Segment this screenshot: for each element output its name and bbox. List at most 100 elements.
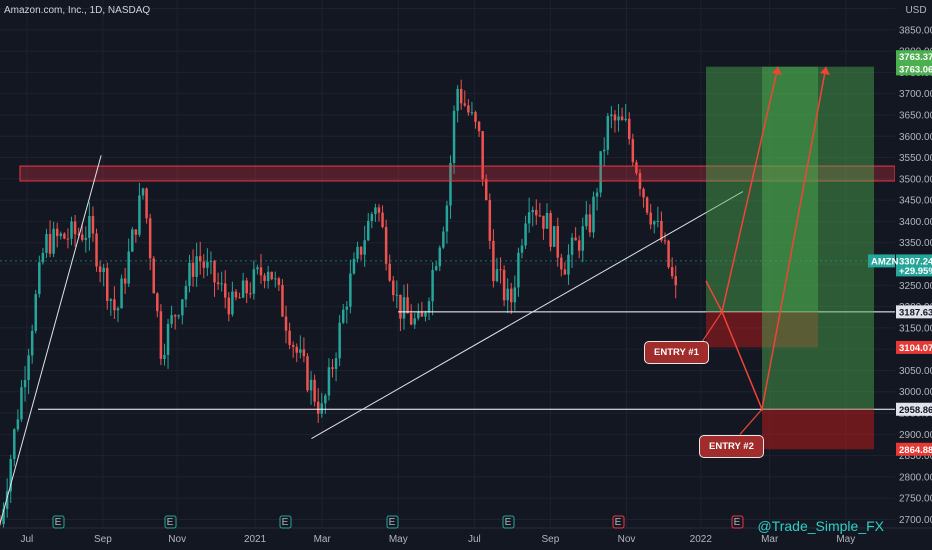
candle-body <box>527 212 531 224</box>
price-tick: 3050.00 <box>899 366 932 377</box>
candle-body <box>635 162 638 174</box>
earnings-icon-label: E <box>389 517 396 528</box>
candle-body <box>327 367 331 396</box>
candle-body <box>617 116 620 121</box>
candle-body <box>384 226 388 264</box>
candle-body <box>131 229 134 252</box>
price-tag: 3187.63 <box>899 307 932 318</box>
candle-body <box>159 311 163 359</box>
candle-body <box>77 234 80 236</box>
price-tick: 2750.00 <box>899 494 932 505</box>
candle-body <box>295 346 298 353</box>
earnings-icon <box>52 515 65 529</box>
candle-body <box>73 221 77 235</box>
candle-body <box>613 114 617 121</box>
symbol-tag-bg <box>868 254 895 268</box>
candle-body <box>306 356 309 391</box>
time-axis-bg <box>0 528 932 550</box>
candle-body <box>459 88 463 104</box>
candle-body <box>106 267 109 301</box>
price-tick: 3700.00 <box>899 89 932 100</box>
trendline-2 <box>311 191 744 440</box>
candle-body <box>402 297 406 319</box>
candle-body <box>13 429 16 460</box>
candle-body <box>463 103 467 106</box>
candle-body <box>202 261 206 268</box>
candle-body <box>152 258 155 294</box>
price-tick: 3650.00 <box>899 110 932 121</box>
candle-body <box>374 207 377 215</box>
candle-body <box>55 228 59 237</box>
candle-body <box>513 287 517 303</box>
candle-body <box>206 261 209 268</box>
price-tick: 3150.00 <box>899 323 932 334</box>
candle-body <box>216 282 220 285</box>
entry-1-pointer <box>699 311 723 346</box>
candle-body <box>5 491 9 509</box>
candle-body <box>284 316 288 331</box>
candle-body <box>456 88 459 111</box>
candle-body <box>577 240 581 251</box>
candle-body <box>227 297 231 315</box>
candle-body <box>9 459 12 492</box>
candle-body <box>274 278 277 280</box>
earnings-icon-label: E <box>505 517 512 528</box>
candle-body <box>91 216 95 234</box>
candle-body <box>123 278 127 284</box>
candle-body <box>170 315 173 324</box>
candle-body <box>606 116 610 150</box>
price-tick: 3600.00 <box>899 132 932 143</box>
candle-body <box>531 210 534 213</box>
entry-2-pointer <box>739 408 763 435</box>
candle-body <box>220 283 223 285</box>
candle-body <box>388 263 391 281</box>
time-tick: 2021 <box>244 534 267 545</box>
time-tick: Sep <box>94 534 112 545</box>
earnings-icon-label: E <box>167 517 174 528</box>
earnings-icon <box>502 515 515 529</box>
candle-body <box>395 294 399 296</box>
candle-body <box>109 299 113 301</box>
candle-body <box>263 275 266 282</box>
candle-body <box>545 212 549 229</box>
loss-zone-2 <box>762 409 874 450</box>
candle-body <box>16 419 20 430</box>
candle-body <box>560 257 563 270</box>
candle-body <box>660 220 663 241</box>
candle-body <box>70 221 73 239</box>
price-tick: 3400.00 <box>899 217 932 228</box>
candle-body <box>620 116 624 121</box>
earnings-icon <box>164 515 177 529</box>
candle-body <box>20 387 23 420</box>
candle-body <box>445 205 449 232</box>
candle-body <box>45 234 48 253</box>
candle-body <box>417 312 420 319</box>
candle-body <box>381 212 384 227</box>
candle-body <box>198 256 202 262</box>
candle-body <box>309 379 313 391</box>
candle-body <box>535 210 538 216</box>
price-tag-bg <box>896 340 932 354</box>
time-tick: May <box>389 534 408 545</box>
candle-body <box>249 293 252 295</box>
candle-body <box>585 214 588 227</box>
candle-body <box>499 269 502 271</box>
candle-body <box>474 112 477 122</box>
profit-zone-2 <box>762 66 874 410</box>
candle-body <box>556 226 559 258</box>
candle-body <box>2 508 5 525</box>
candle-body <box>438 247 442 267</box>
earnings-icon <box>612 515 625 529</box>
candle-body <box>191 262 195 277</box>
candle-body <box>231 291 234 315</box>
candle-body <box>48 234 52 254</box>
candle-body <box>424 312 427 317</box>
candle-body <box>181 299 184 316</box>
candle-body <box>141 188 145 196</box>
candle-body <box>656 220 660 222</box>
trendline-1 <box>0 155 102 524</box>
candle-body <box>177 315 181 317</box>
candle-body <box>588 214 592 233</box>
candle-body <box>84 237 88 240</box>
